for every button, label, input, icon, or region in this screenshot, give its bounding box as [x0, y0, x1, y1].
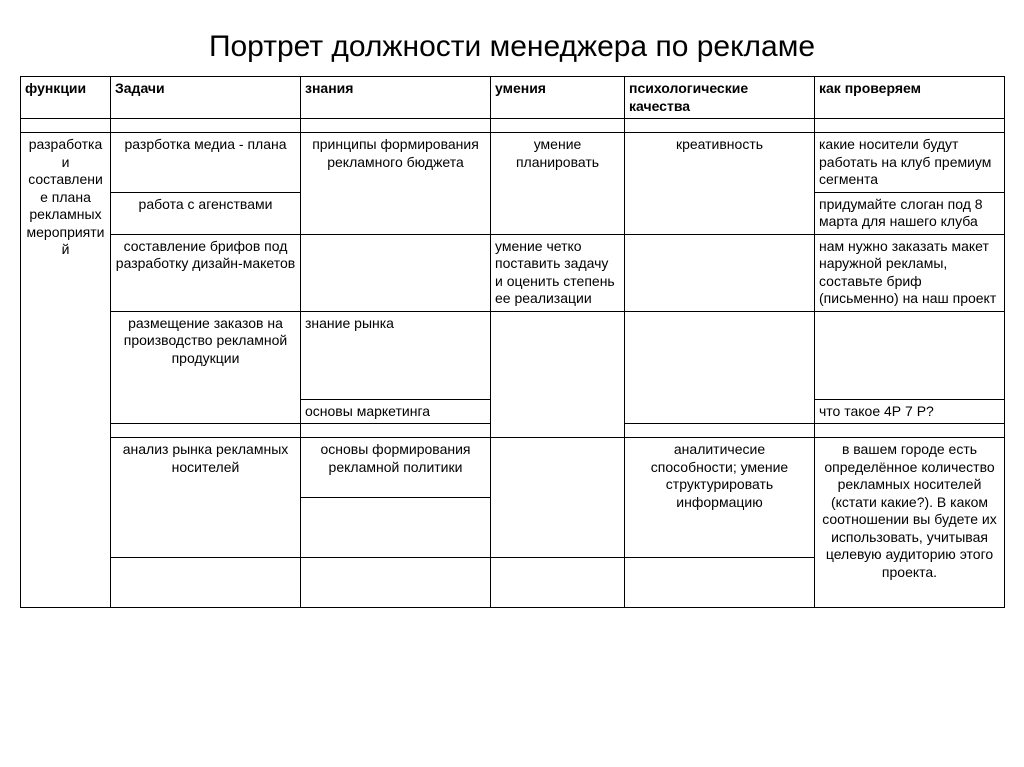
knowledge-cell: [301, 558, 491, 608]
spacer-row: [21, 119, 1005, 133]
task-cell: [111, 558, 301, 608]
page-title: Портрет должности менеджера по рекламе: [20, 30, 1004, 64]
table-row: составление брифов под разработку дизайн…: [21, 234, 1005, 311]
col-knowledge: знания: [301, 77, 491, 119]
check-cell: в вашем городе есть определённое количес…: [815, 438, 1005, 608]
function-cell: разработка и составление плана рекламных…: [21, 133, 111, 608]
skill-cell: умение четко поставить задачу и оценить …: [491, 234, 625, 311]
task-cell: разрботка медиа - плана: [111, 133, 301, 193]
check-cell: придумайте слоган под 8 марта для нашего…: [815, 192, 1005, 234]
task-cell: анализ рынка рекламных носителей: [111, 438, 301, 558]
check-cell: [815, 311, 1005, 399]
check-cell: что такое 4Р 7 Р?: [815, 399, 1005, 424]
table-row: размещение заказов на производство рекла…: [21, 311, 1005, 399]
col-functions: функции: [21, 77, 111, 119]
knowledge-cell: [301, 234, 491, 311]
psych-cell: креативность: [625, 133, 815, 235]
table-row: анализ рынка рекламных носителей основы …: [21, 438, 1005, 498]
check-cell: какие носители будут работать на клуб пр…: [815, 133, 1005, 193]
task-cell: составление брифов под разработку дизайн…: [111, 234, 301, 311]
psych-cell: [625, 311, 815, 424]
psych-cell: [625, 558, 815, 608]
task-cell: работа с агенствами: [111, 192, 301, 234]
knowledge-cell: принципы формирования рекламного бюджета: [301, 133, 491, 235]
table-row: разработка и составление плана рекламных…: [21, 133, 1005, 193]
knowledge-cell: знание рынка: [301, 311, 491, 399]
table-header-row: функции Задачи знания умения психологиче…: [21, 77, 1005, 119]
task-cell: размещение заказов на производство рекла…: [111, 311, 301, 424]
knowledge-cell: основы формирования рекламной политики: [301, 438, 491, 498]
knowledge-cell: [301, 498, 491, 558]
job-profile-table: функции Задачи знания умения психологиче…: [20, 76, 1005, 608]
psych-cell: [625, 234, 815, 311]
col-check: как проверяем: [815, 77, 1005, 119]
check-cell: нам нужно заказать макет наружной реклам…: [815, 234, 1005, 311]
skill-cell: [491, 311, 625, 438]
col-skills: умения: [491, 77, 625, 119]
skill-cell: умение планировать: [491, 133, 625, 235]
knowledge-cell: основы маркетинга: [301, 399, 491, 424]
skill-cell: [491, 438, 625, 558]
col-tasks: Задачи: [111, 77, 301, 119]
skill-cell: [491, 558, 625, 608]
col-psych: психологические качества: [625, 77, 815, 119]
psych-cell: аналитичесие способности; умение структу…: [625, 438, 815, 558]
